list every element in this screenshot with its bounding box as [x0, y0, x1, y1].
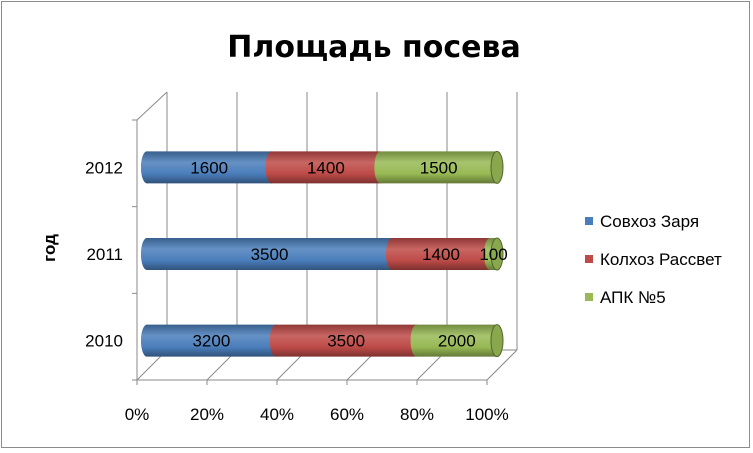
bar-segment — [141, 151, 278, 184]
data-label: 1400 — [307, 158, 345, 177]
data-label: 3200 — [192, 332, 230, 351]
x-tick-label: 0% — [125, 405, 150, 424]
bar-segment — [269, 324, 423, 357]
data-label: 3500 — [327, 332, 365, 351]
y-tick-label: 2012 — [85, 158, 123, 177]
x-tick-label: 40% — [260, 405, 294, 424]
x-tick-label: 20% — [190, 405, 224, 424]
y-tick-label: 2010 — [85, 332, 123, 351]
y-tick-labels: 2010 2011 2012 — [85, 158, 123, 350]
y-axis-title: год — [40, 234, 59, 262]
x-tick-label: 100% — [465, 405, 508, 424]
bar-segment — [374, 151, 503, 184]
legend-label: Совхоз Заря — [600, 212, 699, 231]
data-label: 1400 — [422, 245, 460, 264]
gridlines — [136, 92, 518, 381]
floor-gridline — [486, 349, 518, 381]
legend-swatch — [585, 293, 593, 301]
legend: Совхоз Заря Колхоз Рассвет АПК №5 — [585, 212, 722, 307]
data-label: 3500 — [251, 245, 289, 264]
data-label: 1500 — [420, 158, 458, 177]
bar-segment — [410, 324, 503, 357]
bar-end-cap — [490, 324, 504, 358]
bar-end-cap — [490, 150, 504, 184]
legend-label: АПК №5 — [600, 288, 666, 307]
legend-swatch — [585, 255, 593, 263]
bar-segment — [386, 238, 496, 270]
bar-start-cap — [141, 151, 153, 184]
bar-start-cap — [141, 238, 153, 270]
legend-label: Колхоз Рассвет — [600, 250, 722, 269]
chart-title: Площадь посева — [227, 30, 520, 65]
x-tick-label: 60% — [330, 405, 364, 424]
bar-end-cap — [490, 237, 504, 271]
bar-start-cap — [141, 324, 153, 357]
y-tick-label: 2011 — [86, 245, 123, 264]
x-tick-label: 80% — [400, 405, 434, 424]
data-label: 100 — [479, 245, 507, 264]
bar-segment — [141, 238, 398, 270]
legend-swatch — [585, 217, 593, 225]
data-label: 1600 — [190, 158, 228, 177]
data-label: 2000 — [438, 332, 476, 351]
y-axis-top-edge — [136, 91, 168, 121]
bar-segment — [141, 324, 282, 357]
bars — [141, 150, 504, 358]
bar-segment — [265, 151, 387, 184]
data-labels: 3200 3500 2000 3500 1400 100 1600 1400 1500 — [190, 158, 507, 350]
x-tick-labels: 0% 20% 40% 60% 80% 100% — [125, 405, 509, 424]
